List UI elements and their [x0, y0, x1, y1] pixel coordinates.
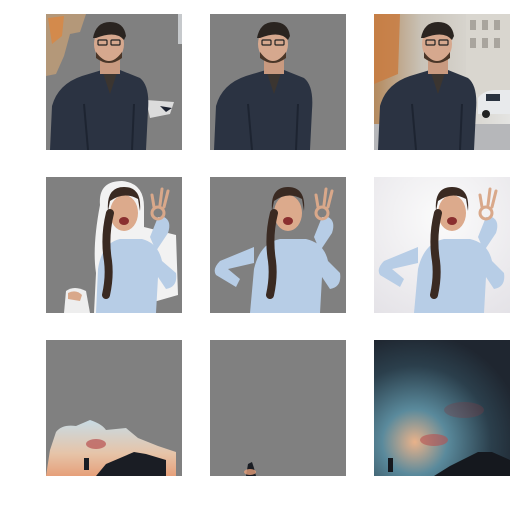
panel-woman-clean-mask — [210, 177, 346, 313]
panel-woman-partial-mask — [46, 177, 182, 313]
panel-man-clean-mask — [210, 14, 346, 150]
panel-man-original — [374, 14, 510, 150]
sky-partial-mask-image — [46, 340, 182, 476]
man-partial-mask-image — [46, 14, 182, 150]
panel-sky-clean-mask — [210, 340, 346, 476]
woman-original-image — [374, 177, 510, 313]
sky-clean-mask-image — [210, 340, 346, 476]
panel-woman-original — [374, 177, 510, 313]
man-clean-mask-image — [210, 14, 346, 150]
woman-partial-mask-image — [46, 177, 182, 313]
panel-man-partial-mask — [46, 14, 182, 150]
panel-sky-original — [374, 340, 510, 476]
woman-clean-mask-image — [210, 177, 346, 313]
panel-sky-partial-mask — [46, 340, 182, 476]
man-original-image — [374, 14, 510, 150]
sky-original-image — [374, 340, 510, 476]
